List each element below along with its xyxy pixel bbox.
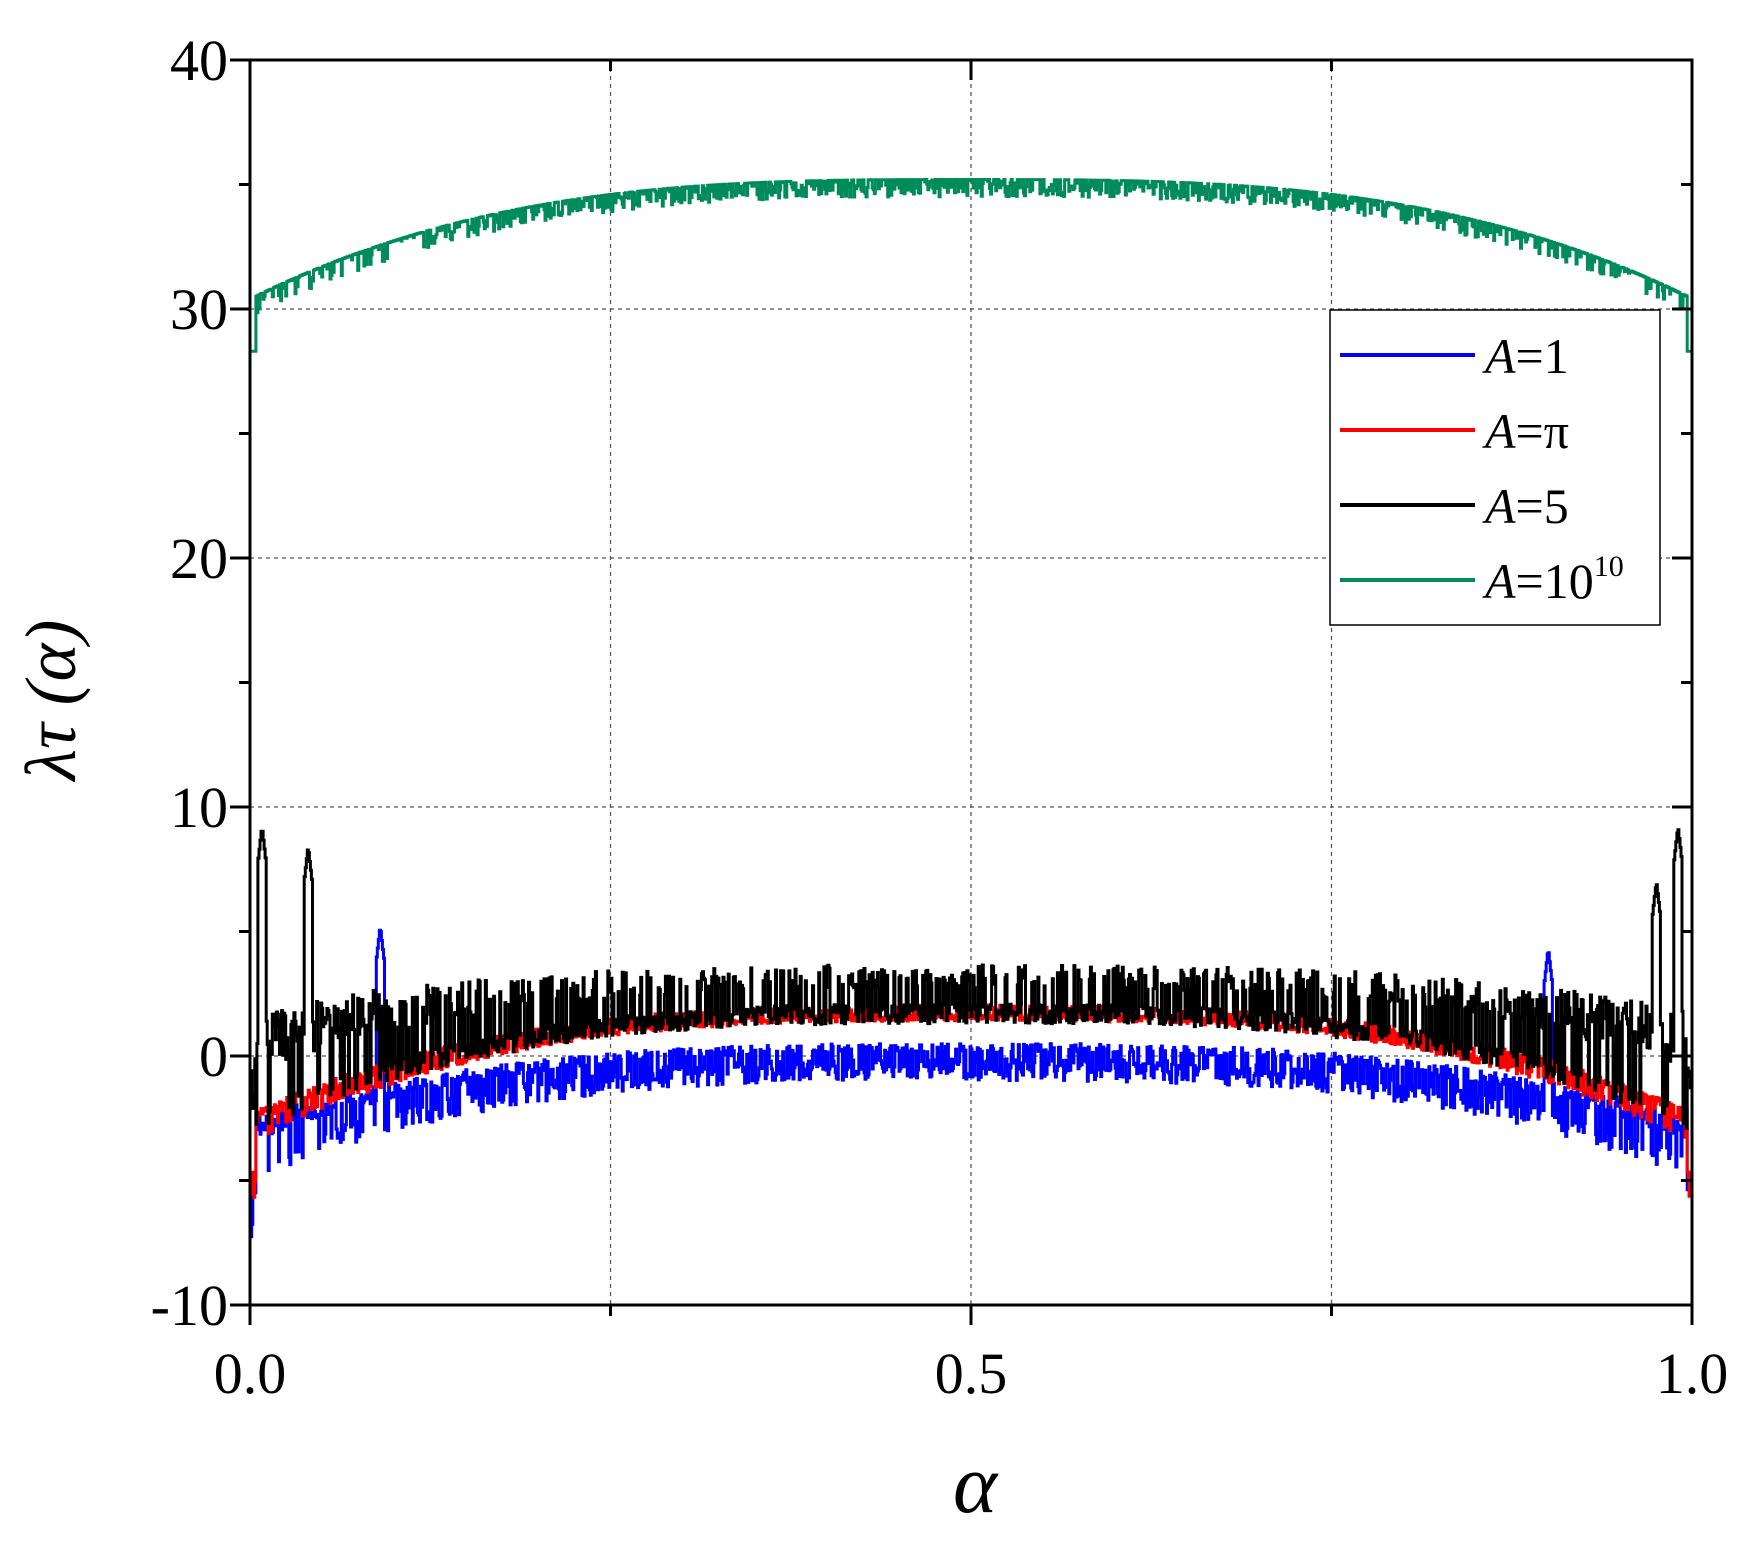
y-axis-label: λτ (α) [11, 620, 91, 783]
legend-box [1329, 309, 1661, 626]
x-tick-label: 0.0 [214, 1341, 287, 1406]
y-tick-label: 30 [170, 277, 228, 342]
x-tick-labels: 0.0 0.5 1.0 [214, 1341, 1729, 1406]
plot-series [250, 178, 1693, 1239]
legend-label: A=1 [1482, 328, 1569, 384]
y-tick-label: -10 [151, 1273, 228, 1338]
series-line-1 [250, 928, 1693, 1239]
legend: A=1 A=π A=5 A=1010 [1329, 309, 1661, 626]
x-axis-label: α [953, 1438, 999, 1531]
grid-lines [250, 60, 1692, 1305]
series-line-3 [250, 828, 1693, 1130]
legend-label: A=π [1482, 403, 1569, 459]
y-tick-label: 10 [170, 775, 228, 840]
x-tick-label: 1.0 [1656, 1341, 1729, 1406]
y-tick-label: 0 [199, 1024, 228, 1089]
series-line-4 [250, 178, 1692, 353]
y-tick-label: 20 [170, 526, 228, 591]
legend-label: A=5 [1482, 478, 1569, 534]
y-tick-label: 40 [170, 28, 228, 93]
x-tick-label: 0.5 [935, 1341, 1008, 1406]
axis-ticks [230, 58, 1694, 1325]
y-tick-labels: -10 0 10 20 30 40 [151, 28, 228, 1338]
legend-label: A=1010 [1482, 550, 1624, 609]
